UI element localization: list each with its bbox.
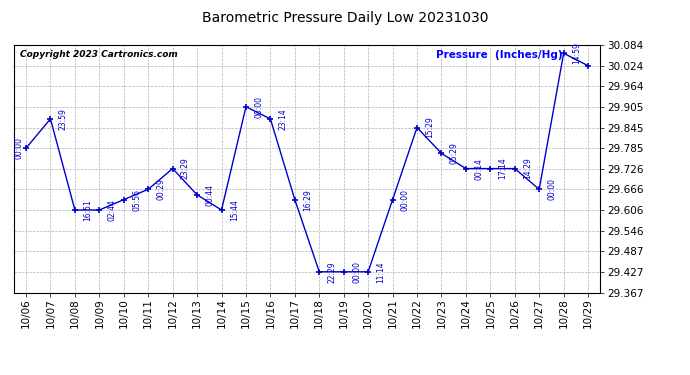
- Text: 00:29: 00:29: [157, 178, 166, 200]
- Text: Copyright 2023 Cartronics.com: Copyright 2023 Cartronics.com: [19, 50, 177, 59]
- Text: 14:59: 14:59: [572, 42, 581, 64]
- Text: 00:00: 00:00: [15, 137, 24, 159]
- Text: 02:44: 02:44: [108, 199, 117, 221]
- Text: 23:29: 23:29: [181, 158, 190, 180]
- Text: 00:00: 00:00: [352, 261, 361, 283]
- Text: 23:14: 23:14: [279, 108, 288, 130]
- Text: Barometric Pressure Daily Low 20231030: Barometric Pressure Daily Low 20231030: [201, 11, 489, 25]
- Text: 22:29: 22:29: [328, 261, 337, 283]
- Text: 14:29: 14:29: [523, 158, 532, 180]
- Text: 00:14: 00:14: [474, 158, 483, 180]
- Text: 00:00: 00:00: [401, 189, 410, 211]
- Text: 15:29: 15:29: [425, 117, 434, 138]
- Text: 11:14: 11:14: [377, 261, 386, 283]
- Text: 05:29: 05:29: [450, 142, 459, 164]
- Text: 17:14: 17:14: [499, 158, 508, 180]
- Text: 23:59: 23:59: [59, 108, 68, 130]
- Text: 05:56: 05:56: [132, 189, 141, 211]
- Text: 15:44: 15:44: [230, 199, 239, 221]
- Text: Pressure  (Inches/Hg): Pressure (Inches/Hg): [436, 50, 563, 60]
- Text: 00:00: 00:00: [255, 96, 264, 118]
- Text: 16:51: 16:51: [83, 199, 92, 221]
- Text: 00:44: 00:44: [206, 184, 215, 206]
- Text: 16:29: 16:29: [303, 189, 312, 210]
- Text: 00:00: 00:00: [548, 178, 557, 200]
